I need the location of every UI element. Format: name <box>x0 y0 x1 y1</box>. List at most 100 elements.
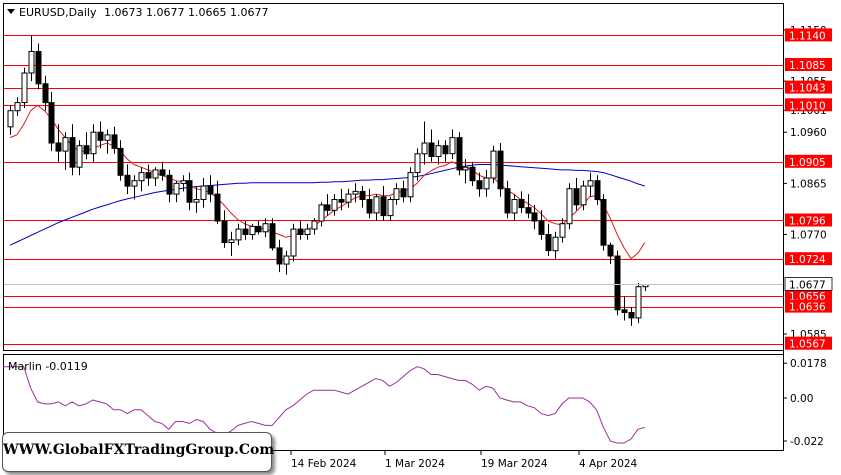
bull-candle-body <box>559 223 566 238</box>
bull-candle-body <box>180 180 187 184</box>
candle <box>538 210 545 240</box>
bull-candle-body <box>566 188 573 225</box>
bear-candle-body <box>359 190 366 200</box>
candle <box>159 161 166 181</box>
candle <box>407 167 414 203</box>
bear-candle-body <box>600 199 607 246</box>
candle <box>497 143 504 197</box>
bear-candle-body <box>159 169 166 176</box>
price-axis: 1.11501.10551.10011.09601.08651.07701.05… <box>4 25 833 351</box>
bear-candle-body <box>628 312 635 319</box>
bull-candle-body <box>21 72 28 104</box>
candle <box>221 210 228 248</box>
bear-candle-body <box>242 228 249 236</box>
bear-candle-body <box>48 102 55 144</box>
candle <box>235 223 242 246</box>
indicator-tick-label: -0.022 <box>790 436 824 448</box>
bear-candle-body <box>97 131 104 141</box>
bull-candle-body <box>193 199 200 203</box>
candle <box>90 124 97 162</box>
candle <box>476 172 483 197</box>
dropdown-triangle-icon[interactable] <box>7 9 15 14</box>
candle <box>483 169 490 197</box>
support-resistance-levels <box>4 35 783 345</box>
candle <box>456 132 463 176</box>
candle <box>131 175 138 200</box>
candle <box>545 223 552 256</box>
bear-candle-body <box>166 174 173 195</box>
bear-candle-body <box>545 234 552 252</box>
candle <box>324 194 331 216</box>
candle <box>449 129 456 160</box>
bear-candle-body <box>442 145 449 155</box>
ohlc-readout: 1.0673 1.0677 1.0665 1.0677 <box>104 6 268 19</box>
candle <box>580 180 587 211</box>
candle <box>607 242 614 265</box>
bear-candle-body <box>269 223 276 249</box>
candle <box>111 126 118 154</box>
bear-candle-body <box>324 204 331 211</box>
candle <box>504 180 511 219</box>
bull-candle-body <box>14 102 21 112</box>
date-label: 4 Apr 2024 <box>579 458 638 470</box>
candle <box>380 186 387 221</box>
bull-candle-body <box>235 228 242 241</box>
bull-candle-body <box>490 150 497 179</box>
bear-candle-body <box>111 134 118 149</box>
candle <box>42 75 49 111</box>
bull-candle-body <box>483 177 490 190</box>
bull-candle-body <box>552 236 559 252</box>
level-label: 1.0567 <box>789 339 826 351</box>
candle <box>117 140 124 181</box>
bull-candle-body <box>449 137 456 155</box>
bull-candle-body <box>28 51 35 74</box>
bear-candle-body <box>83 145 90 155</box>
level-label: 1.0724 <box>789 254 826 266</box>
bear-candle-body <box>469 166 476 182</box>
current-price-box <box>784 277 833 291</box>
marlin-indicator: 0.0178 0.00 -0.022 <box>3 358 827 448</box>
bear-candle-body <box>117 147 124 176</box>
bull-candle-body <box>249 225 256 235</box>
candle <box>62 132 69 170</box>
bull-candle-body <box>407 172 414 198</box>
candle <box>421 121 428 165</box>
bull-candle-body <box>373 196 380 214</box>
bear-candle-body <box>186 180 193 203</box>
bull-candle-body <box>152 169 159 179</box>
candle <box>621 296 628 321</box>
candle <box>283 250 290 275</box>
candle <box>393 183 400 205</box>
candle <box>124 164 131 195</box>
level-label-box <box>785 80 832 94</box>
candle <box>276 239 283 273</box>
candle <box>318 202 325 227</box>
bull-candle-body <box>131 180 138 187</box>
candle <box>173 180 180 203</box>
candle <box>207 175 214 203</box>
candle <box>214 180 221 224</box>
candle <box>255 221 262 235</box>
level-label-box <box>785 288 832 302</box>
bear-candle-body <box>124 174 131 187</box>
candle <box>35 43 42 90</box>
level-label-box <box>785 213 832 227</box>
bear-candle-body <box>518 199 525 209</box>
candle <box>76 140 83 176</box>
bear-candle-body <box>607 244 614 257</box>
candle <box>180 175 187 192</box>
candle <box>469 161 476 186</box>
candle <box>531 204 538 230</box>
candle <box>138 167 145 192</box>
candle <box>490 145 497 184</box>
candle <box>269 218 276 251</box>
candle <box>511 194 518 221</box>
candle <box>21 67 28 108</box>
bear-candle-body <box>504 188 511 214</box>
bear-candle-body <box>338 199 345 203</box>
candle <box>594 175 601 205</box>
candle <box>145 164 152 186</box>
level-label: 1.1043 <box>789 83 826 95</box>
bull-candle-body <box>262 223 269 233</box>
